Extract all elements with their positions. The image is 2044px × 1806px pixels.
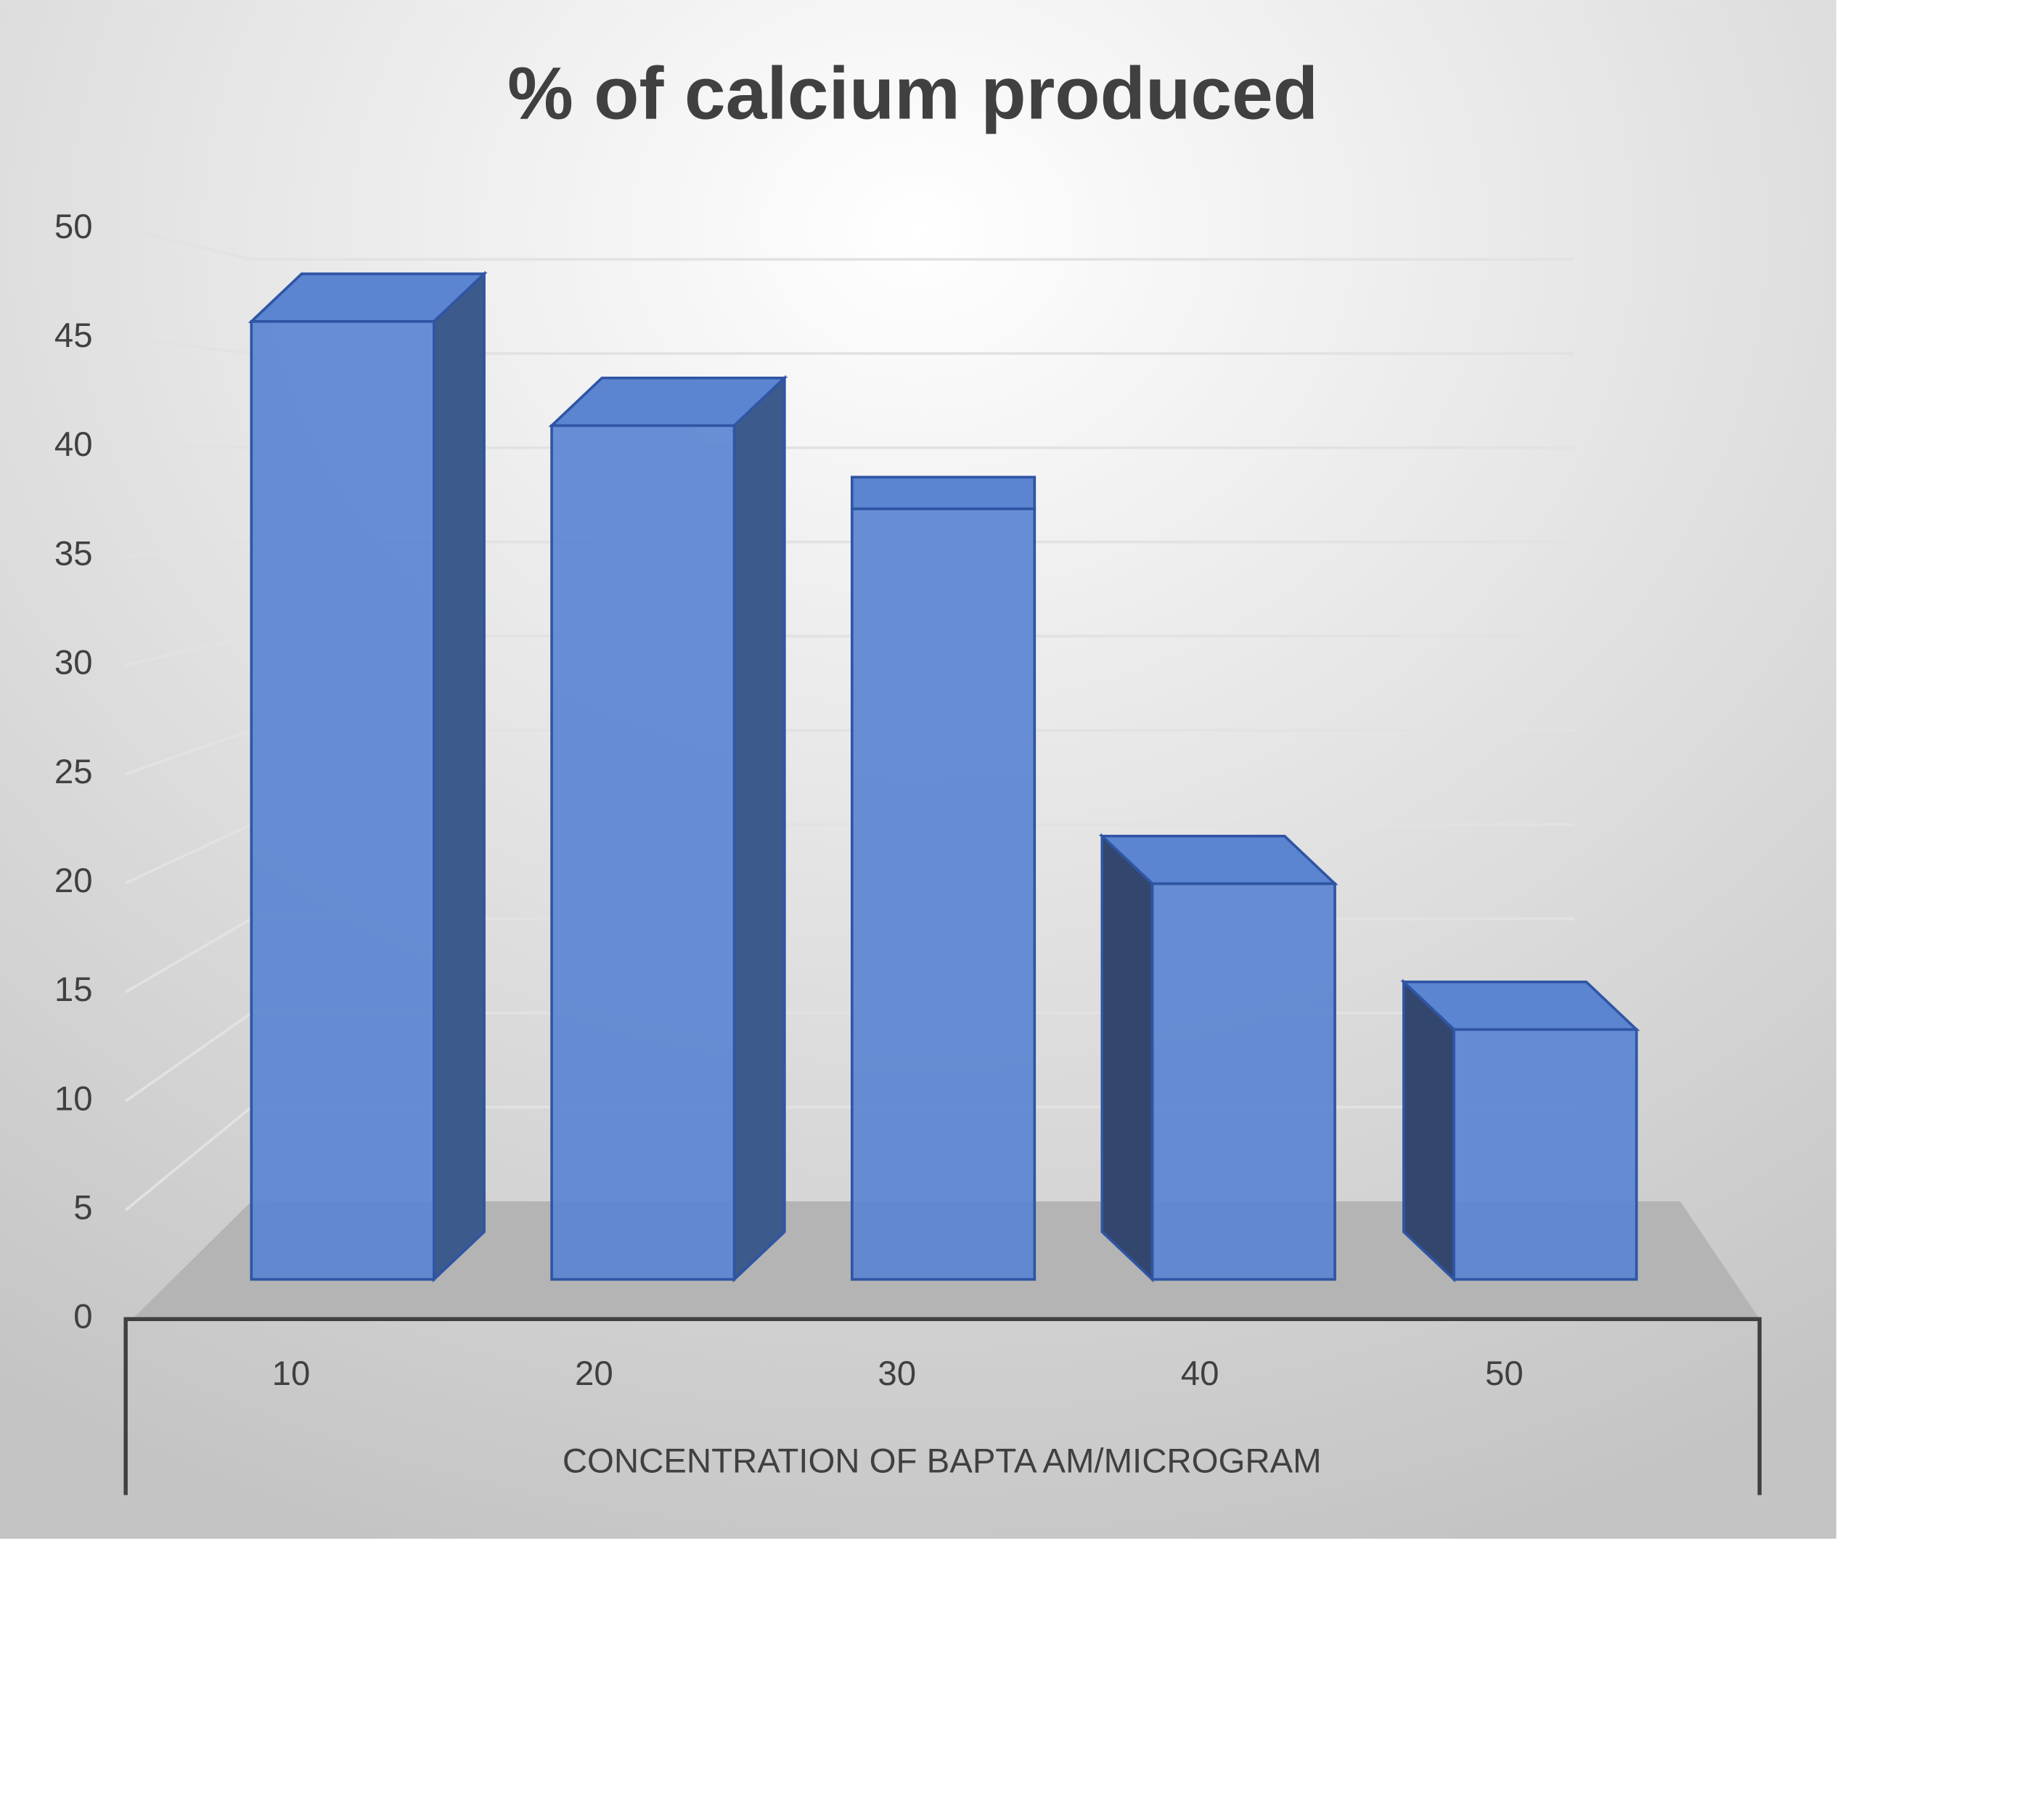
x-tick-label: 40 [1181,1354,1219,1393]
y-tick-label: 5 [73,1189,92,1227]
x-tick-label: 10 [272,1354,311,1393]
bar-side [433,271,486,1283]
y-tick-label: 20 [54,862,93,900]
x-tick-label: 20 [575,1354,613,1393]
grid-line [125,227,1574,261]
y-tick-label: 15 [54,971,93,1009]
axis-box [123,1317,1762,1495]
y-tick-label: 45 [54,316,93,355]
x-axis-title: CONCENTRATION OF BAPTA AM/MICROGRAM [563,1442,1322,1480]
bar-top [850,475,1037,510]
bar-side [1402,978,1455,1283]
y-tick-label: 25 [54,753,93,791]
bar [1452,1028,1638,1281]
y-tick-label: 0 [73,1298,92,1336]
bar-side [1100,833,1154,1283]
bar [550,424,736,1281]
plot: 0 5 10 15 20 25 30 35 40 45 50 10 20 30 40 50 [54,208,1640,1393]
x-tick-label: 30 [878,1354,916,1393]
y-tick-label: 50 [54,208,93,246]
bar [250,320,436,1281]
bar [850,507,1037,1281]
chart-title: % of calcium produced [507,52,1318,135]
bar [1150,882,1336,1281]
bar-side [732,375,786,1283]
x-tick-label: 50 [1485,1354,1524,1393]
y-tick-label: 30 [54,644,93,682]
y-tick-label: 10 [54,1079,93,1118]
y-tick-label: 40 [54,425,93,464]
y-tick-label: 35 [54,534,93,573]
